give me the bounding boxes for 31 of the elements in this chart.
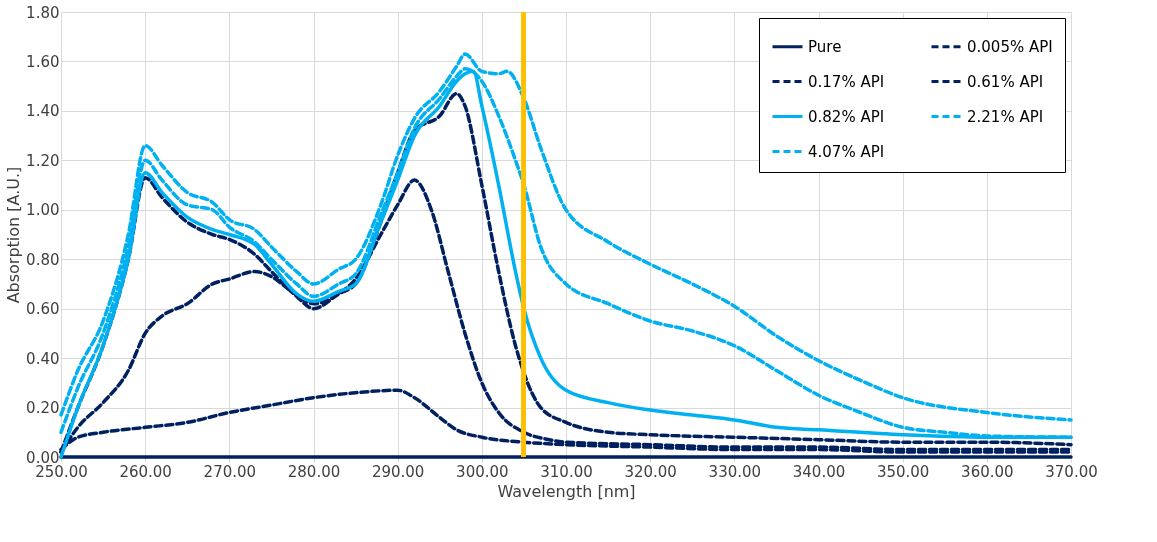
x-tick-label: 330.00 (708, 462, 762, 481)
legend-label: 4.07% API (808, 142, 885, 161)
x-tick-label: 340.00 (792, 462, 846, 481)
x-tick-label: 310.00 (540, 462, 593, 481)
x-tick-label: 260.00 (119, 462, 172, 481)
y-tick-label: 1.80 (26, 3, 60, 22)
legend-label: 2.21% API (967, 107, 1044, 126)
x-tick-label: 290.00 (371, 462, 425, 481)
x-tick-label: 350.00 (876, 462, 930, 481)
x-tick-label: 280.00 (287, 462, 341, 481)
x-tick-label: 320.00 (624, 462, 677, 481)
y-axis-title: Absorption [A.U.] (4, 166, 24, 304)
x-tick-label: 300.00 (456, 462, 509, 481)
y-tick-label: 0.40 (26, 349, 60, 368)
y-tick-label: 1.20 (26, 151, 60, 170)
y-tick-label: 1.60 (26, 52, 60, 71)
y-tick-label: 1.40 (26, 102, 60, 121)
x-tick-label: 250.00 (35, 462, 88, 481)
x-tick-label: 360.00 (961, 462, 1014, 481)
legend-label: 0.61% API (967, 72, 1044, 91)
y-tick-label: 1.00 (26, 201, 60, 220)
y-tick-label: 0.20 (26, 399, 60, 418)
legend-label: 0.82% API (808, 107, 885, 126)
legend-label: 0.17% API (808, 72, 885, 91)
y-tick-label: 0.60 (26, 300, 60, 319)
x-tick-label: 370.00 (1045, 462, 1098, 481)
x-tick-label: 270.00 (203, 462, 257, 481)
legend-label: 0.005% API (967, 37, 1053, 56)
legend-label: Pure (808, 37, 842, 56)
y-tick-label: 0.80 (26, 250, 60, 269)
x-axis-title: Wavelength [nm] (497, 481, 636, 501)
